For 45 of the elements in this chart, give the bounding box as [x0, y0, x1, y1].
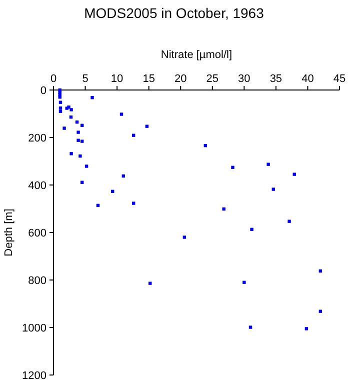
point	[182, 236, 186, 239]
point	[84, 164, 88, 168]
point	[304, 327, 308, 330]
x-tick-label: 40	[302, 73, 314, 85]
y-tick-label: 1000	[22, 322, 46, 334]
point	[292, 172, 296, 176]
x-tick-label: 20	[174, 73, 187, 85]
point	[132, 202, 136, 205]
x-tick-label: 25	[206, 73, 219, 85]
point	[288, 220, 291, 223]
point	[222, 207, 226, 211]
point	[145, 124, 149, 128]
point	[148, 282, 152, 285]
point	[67, 106, 70, 109]
y-tick-label: 1200	[22, 370, 46, 382]
point	[272, 188, 275, 191]
y-tick-label: 400	[28, 180, 46, 192]
x-tick-label: 5	[82, 73, 88, 85]
point	[70, 152, 73, 156]
point	[78, 154, 82, 158]
x-tick-label: 10	[110, 73, 124, 85]
point	[76, 130, 80, 134]
point	[250, 228, 254, 232]
y-tick-label: 600	[28, 228, 46, 240]
point	[62, 126, 66, 130]
y-tick-label: 800	[28, 275, 46, 287]
point	[80, 140, 84, 143]
x-tick-label: 45	[333, 73, 346, 85]
point	[266, 162, 270, 166]
x-axis-title: Nitrate [µmol/l]	[160, 49, 232, 61]
y-tick-label: 0	[40, 85, 46, 97]
point	[70, 108, 73, 112]
point	[76, 138, 80, 142]
point	[120, 112, 124, 116]
x-tick-label: 0	[50, 73, 57, 85]
y-axis-title: Depth [m]	[3, 208, 15, 256]
x-tick-label: 15	[142, 73, 155, 85]
x-tick-label: 30	[238, 73, 250, 85]
point	[90, 96, 94, 100]
chart-title: MODS2005 in October, 1963	[84, 5, 264, 21]
point	[231, 166, 234, 170]
y-tick-label: 200	[28, 132, 46, 144]
point	[242, 280, 246, 284]
point	[248, 326, 252, 329]
x-tick-label: 35	[270, 73, 282, 85]
